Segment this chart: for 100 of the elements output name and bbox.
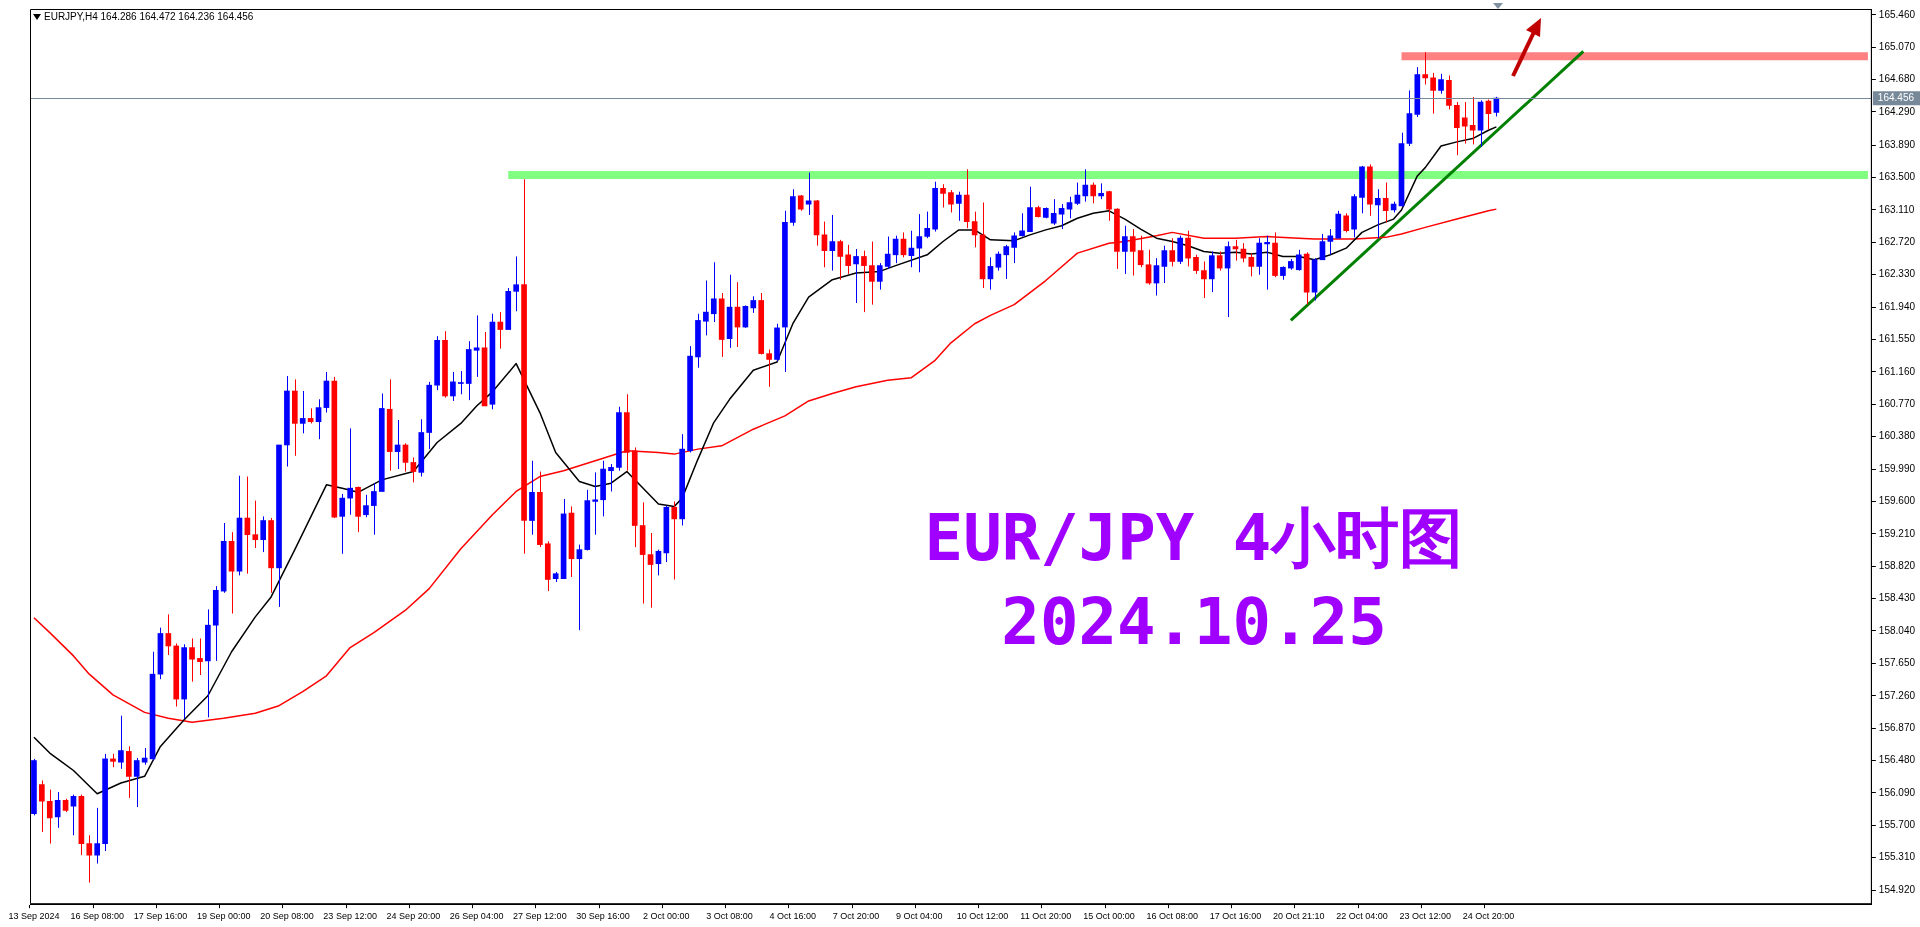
- x-tick-label: 15 Oct 00:00: [1083, 911, 1135, 922]
- y-tick-label: 164.680: [1878, 73, 1916, 85]
- y-tick-label: 165.460: [1878, 8, 1916, 20]
- ref-line-label: 164.456: [1877, 91, 1915, 103]
- y-tick-label: 158.040: [1878, 624, 1916, 636]
- x-tick-label: 24 Sep 20:00: [386, 911, 441, 922]
- candlestick: [1461, 101, 1468, 145]
- candlestick: [1374, 188, 1381, 239]
- x-tick-label: 24 Oct 20:00: [1462, 911, 1515, 922]
- x-tick-label: 7 Oct 20:00: [832, 911, 880, 922]
- candlestick: [956, 191, 962, 222]
- candlestick: [1122, 225, 1128, 275]
- x-tick-label: 17 Oct 16:00: [1209, 911, 1262, 922]
- candlestick: [347, 427, 353, 516]
- candlestick: [861, 250, 867, 313]
- y-tick-label: 157.650: [1878, 657, 1916, 669]
- y-tick-label: 155.700: [1878, 819, 1916, 831]
- candlestick: [1438, 73, 1444, 95]
- chart-title: EURJPY,H4 164.286 164.472 164.236 164.456: [44, 11, 254, 22]
- candlestick: [86, 834, 93, 884]
- candlestick: [371, 482, 377, 536]
- candlestick: [1050, 198, 1057, 226]
- candlestick: [924, 211, 931, 239]
- x-tick-label: 22 Oct 04:00: [1336, 911, 1388, 922]
- candlestick: [845, 244, 851, 275]
- candlestick: [1106, 190, 1112, 222]
- x-tick-label: 26 Sep 04:00: [449, 911, 504, 922]
- candlestick: [1185, 230, 1191, 267]
- candlestick: [608, 463, 614, 492]
- candlestick: [363, 494, 369, 518]
- y-tick-label: 158.430: [1878, 592, 1916, 604]
- candlestick: [339, 493, 346, 555]
- candlestick: [118, 715, 124, 770]
- candlestick: [1430, 72, 1436, 115]
- candlestick: [710, 261, 717, 323]
- candlestick: [94, 807, 101, 865]
- candlestick: [869, 241, 875, 306]
- candlestick: [1327, 228, 1334, 256]
- candlestick: [1208, 250, 1215, 293]
- y-tick-label: 160.770: [1878, 398, 1916, 410]
- candlestick: [299, 390, 306, 434]
- y-tick-label: 160.380: [1878, 430, 1916, 442]
- x-tick-label: 20 Sep 08:00: [260, 911, 314, 922]
- candlestick: [948, 189, 954, 213]
- x-tick-label: 13 Sep 2024: [8, 911, 60, 922]
- candlestick: [940, 183, 946, 208]
- y-tick-label: 161.550: [1878, 333, 1916, 345]
- candlestick: [1264, 235, 1270, 291]
- y-tick-label: 164.290: [1878, 105, 1916, 117]
- candlestick: [766, 348, 772, 388]
- candlestick: [70, 794, 77, 836]
- candlestick: [1343, 212, 1349, 233]
- candlestick: [876, 262, 883, 291]
- candlestick: [1454, 101, 1460, 156]
- y-tick-label: 155.310: [1878, 851, 1916, 863]
- x-tick-label: 3 Oct 08:00: [706, 911, 753, 922]
- candlestick: [252, 500, 259, 549]
- candlestick: [837, 239, 844, 281]
- candlestick: [46, 789, 53, 845]
- candlestick: [1382, 182, 1389, 223]
- x-tick-label: 4 Oct 16:00: [769, 911, 817, 922]
- candlestick: [260, 515, 267, 553]
- x-tick-label: 16 Oct 08:00: [1146, 911, 1199, 922]
- candlestick: [1193, 254, 1199, 275]
- candlestick: [853, 248, 859, 304]
- candlestick: [829, 214, 836, 272]
- candlestick: [39, 779, 45, 833]
- candlestick: [450, 371, 456, 402]
- candlestick: [1422, 51, 1429, 86]
- x-tick-label: 10 Oct 12:00: [956, 911, 1009, 922]
- x-tick-label: 20 Oct 21:10: [1272, 911, 1325, 922]
- x-tick-label: 16 Sep 08:00: [70, 911, 124, 922]
- candlestick: [473, 314, 480, 378]
- y-tick-label: 158.820: [1878, 559, 1916, 571]
- y-tick-label: 165.070: [1878, 40, 1916, 52]
- candlestick: [1201, 260, 1207, 299]
- candlestick: [513, 255, 519, 312]
- y-tick-label: 163.500: [1878, 171, 1916, 183]
- candlestick: [576, 544, 583, 631]
- y-tick-label: 161.940: [1878, 300, 1916, 312]
- candlestick: [1248, 252, 1255, 277]
- y-tick-label: 154.920: [1878, 883, 1916, 895]
- y-tick-label: 162.720: [1878, 236, 1916, 248]
- candlestick: [1161, 245, 1168, 284]
- candlestick: [916, 213, 923, 273]
- candlestick: [703, 280, 709, 336]
- x-tick-label: 2 Oct 00:00: [643, 911, 690, 922]
- candlestick: [592, 471, 599, 536]
- candlestick: [1003, 244, 1010, 280]
- y-tick-label: 159.990: [1878, 462, 1916, 474]
- candlestick: [457, 370, 464, 395]
- candlestick: [884, 236, 891, 270]
- y-tick-label: 156.480: [1878, 754, 1916, 766]
- candlestick: [197, 637, 203, 676]
- candlestick: [1082, 168, 1089, 203]
- y-tick-label: 157.260: [1878, 689, 1916, 701]
- candlestick: [1169, 237, 1176, 267]
- candlestick: [410, 456, 417, 483]
- y-tick-label: 162.330: [1878, 268, 1916, 280]
- candlestick: [1216, 250, 1223, 272]
